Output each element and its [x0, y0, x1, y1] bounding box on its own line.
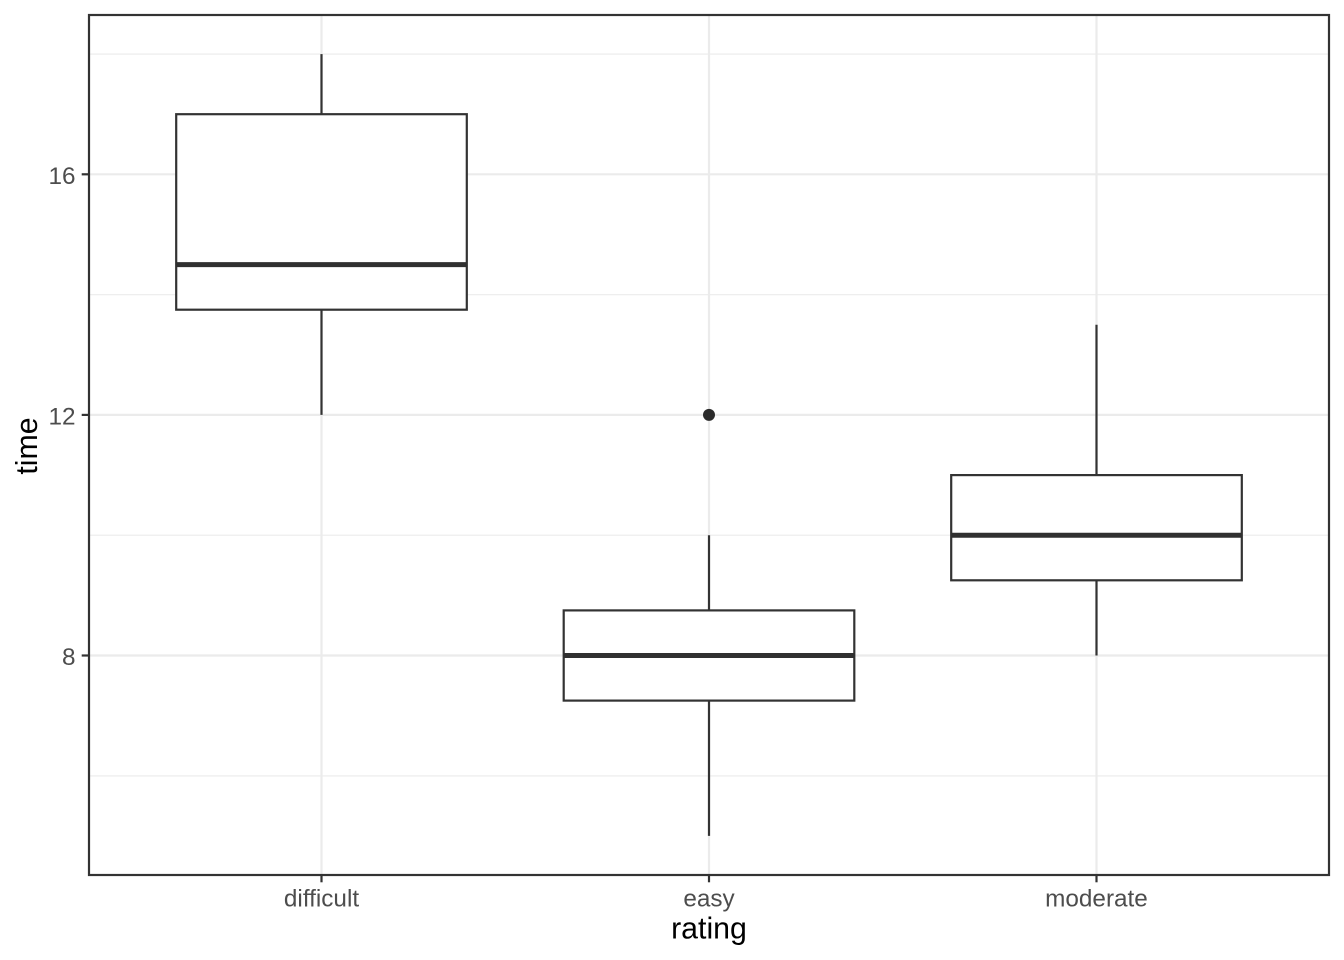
svg-text:easy: easy [683, 886, 735, 913]
svg-text:rating: rating [671, 913, 747, 946]
svg-text:difficult: difficult [284, 886, 359, 913]
svg-text:12: 12 [48, 404, 75, 431]
svg-text:16: 16 [48, 163, 75, 190]
svg-text:time: time [11, 417, 44, 474]
svg-text:8: 8 [62, 644, 76, 671]
svg-text:moderate: moderate [1045, 886, 1148, 913]
